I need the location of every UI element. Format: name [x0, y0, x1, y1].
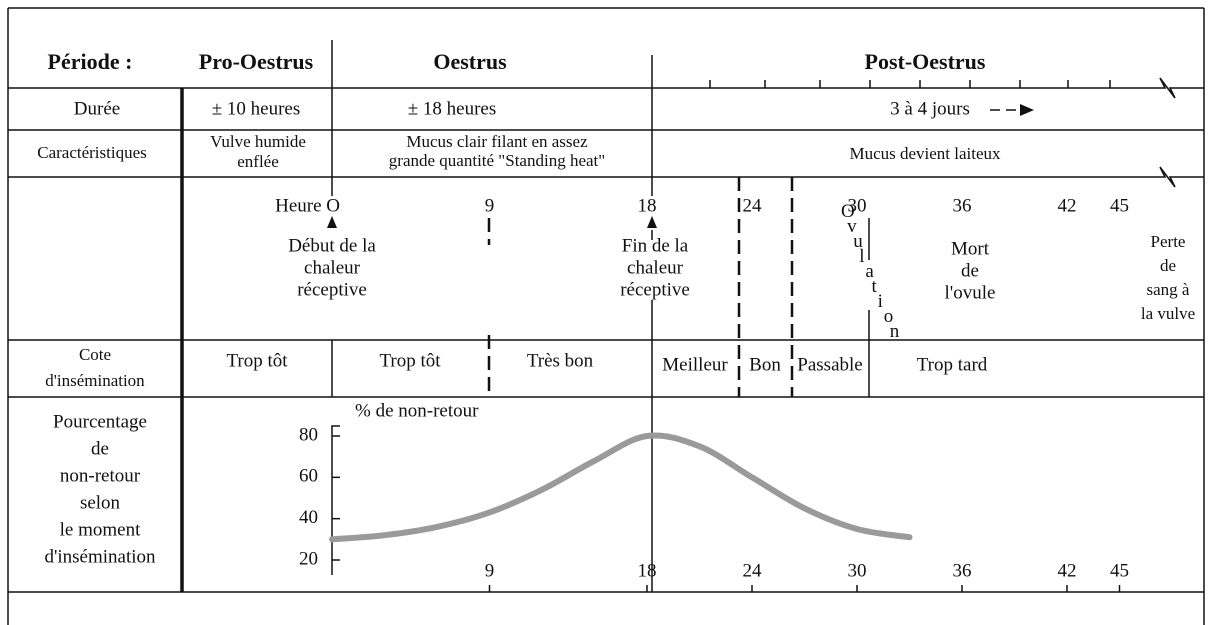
- event-label: chaleur: [627, 257, 684, 278]
- rating: Trop tard: [917, 354, 988, 375]
- event-label: réceptive: [620, 279, 690, 300]
- rating: Trop tôt: [226, 350, 288, 371]
- row-label: non-retour: [60, 465, 141, 486]
- event-label: Perte: [1151, 232, 1186, 251]
- duration: 3 à 4 jours: [890, 98, 970, 119]
- characteristic: grande quantité "Standing heat": [389, 151, 605, 170]
- frame: [7, 7, 1205, 625]
- event-label: Fin de la: [622, 235, 689, 256]
- y-tick-label: 60: [299, 466, 318, 487]
- duration-label: Durée: [74, 98, 120, 119]
- rating: Bon: [749, 354, 781, 375]
- y-tick-label: 80: [299, 424, 318, 445]
- event-label: Début de la: [288, 235, 376, 256]
- characteristic: Vulve humide: [210, 132, 306, 151]
- hour-label: 18: [638, 195, 657, 216]
- y-tick-label: 40: [299, 507, 318, 528]
- event-label: sang à: [1147, 280, 1190, 299]
- x-tick-label: 24: [743, 560, 763, 581]
- phase: Post-Oestrus: [865, 49, 986, 74]
- event-label: l'ovule: [945, 282, 996, 303]
- event-label: de: [961, 260, 979, 281]
- event-label: de: [1160, 256, 1176, 275]
- y-tick-label: 20: [299, 548, 318, 569]
- x-tick-label: 18: [638, 560, 657, 581]
- phase: Pro-Oestrus: [199, 49, 314, 74]
- hour-label: 42: [1058, 195, 1077, 216]
- x-tick-label: 45: [1110, 560, 1129, 581]
- rating-label: Cote: [79, 345, 111, 364]
- period-label: Période :: [48, 49, 133, 74]
- event-label: Mort: [951, 238, 990, 259]
- hour-label: 9: [485, 195, 495, 216]
- rating: Meilleur: [662, 354, 728, 375]
- event-label: chaleur: [304, 257, 361, 278]
- hour-start: Heure O: [275, 195, 340, 216]
- curve: [329, 432, 913, 543]
- hour-label: 24: [743, 195, 763, 216]
- x-tick-label: 30: [848, 560, 867, 581]
- hour-label: 45: [1110, 195, 1129, 216]
- x-tick-label: 9: [485, 560, 495, 581]
- y-axis-title: % de non-retour: [355, 400, 479, 421]
- row-label: Pourcentage: [53, 411, 147, 432]
- x-tick-label: 42: [1058, 560, 1077, 581]
- event-label: réceptive: [297, 279, 367, 300]
- characteristic: Mucus devient laiteux: [849, 144, 1001, 163]
- row-label: selon: [80, 492, 121, 513]
- characteristics-label: Caractéristiques: [37, 143, 147, 162]
- hour-label: 36: [953, 195, 972, 216]
- rating-label: d'insémination: [45, 371, 145, 390]
- characteristic: enflée: [237, 152, 279, 171]
- row-label: de: [91, 438, 109, 459]
- rating: Passable: [797, 354, 862, 375]
- y-axis: [331, 425, 340, 575]
- row-label: d'insémination: [44, 546, 156, 567]
- x-tick-label: 36: [953, 560, 972, 581]
- duration: ± 10 heures: [212, 98, 301, 119]
- rating: Trop tôt: [379, 350, 441, 371]
- duration: ± 18 heures: [408, 98, 497, 119]
- rating: Très bon: [527, 350, 594, 371]
- row-label: le moment: [60, 519, 141, 540]
- hour-label: 30: [848, 195, 867, 216]
- phase: Oestrus: [433, 49, 507, 74]
- event-label: la vulve: [1141, 304, 1195, 323]
- characteristic: Mucus clair filant en assez: [406, 132, 588, 151]
